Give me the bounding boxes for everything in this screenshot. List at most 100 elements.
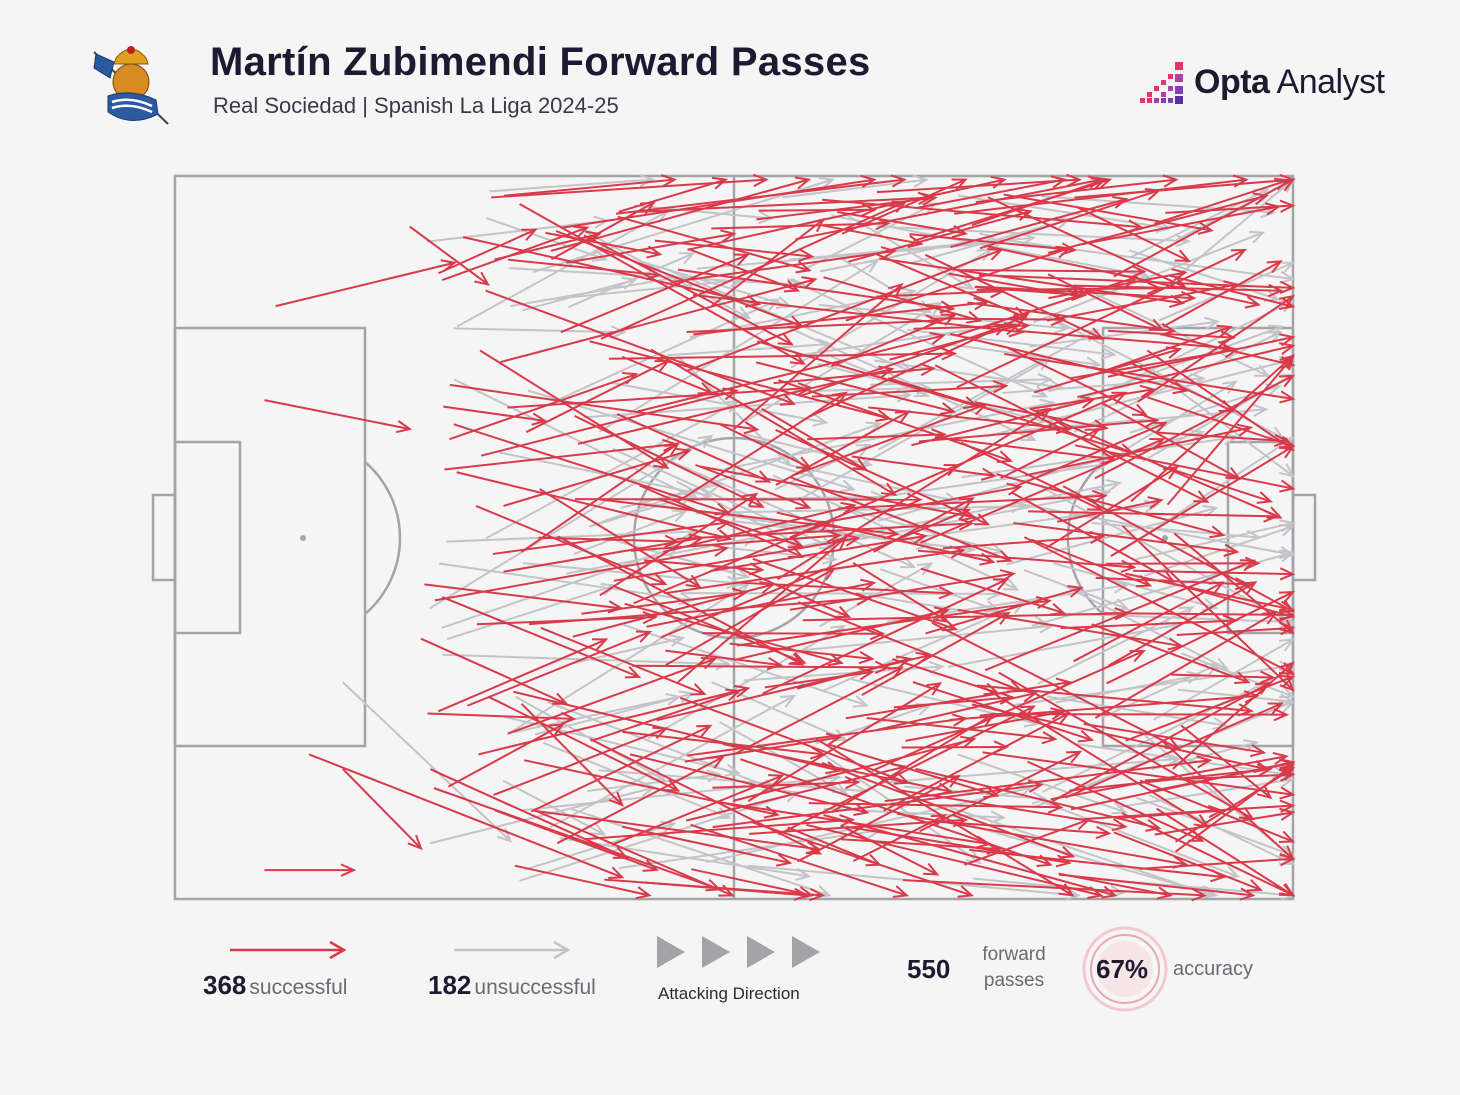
successful-pass-arrow xyxy=(733,282,904,430)
unsuccessful-pass-arrow xyxy=(1144,523,1296,577)
successful-pass-arrow xyxy=(438,228,538,275)
opta-analyst-logo: Opta Analyst xyxy=(1138,56,1385,108)
successful-pass-arrow xyxy=(467,630,653,707)
successful-pass-arrow xyxy=(1172,661,1295,770)
successful-pass-arrow xyxy=(911,395,1097,447)
successful-pass-arrow xyxy=(1165,199,1296,214)
successful-pass-arrow xyxy=(733,565,852,619)
successful-pass-arrow xyxy=(1173,532,1295,635)
successful-pass-arrow xyxy=(491,173,769,199)
left-penalty-area xyxy=(173,326,367,748)
successful-pass-arrow xyxy=(712,779,1044,829)
successful-pass-arrow xyxy=(508,258,662,281)
successful-pass-arrow xyxy=(1107,333,1296,378)
unsuccessful-pass-arrow xyxy=(598,259,880,433)
accuracy-ring xyxy=(1082,926,1168,1012)
successful-pass-arrow xyxy=(644,559,765,576)
successful-pass-arrow xyxy=(920,567,1066,616)
successful-pass-arrow xyxy=(665,649,784,671)
unsuccessful-label: unsuccessful xyxy=(474,976,596,999)
successful-pass-arrow xyxy=(967,301,1177,336)
successful-pass-arrow xyxy=(711,217,891,231)
unsuccessful-pass-arrow xyxy=(822,601,1027,692)
successful-pass-arrow xyxy=(561,174,877,229)
unsuccessful-pass-arrow xyxy=(1073,331,1283,433)
successful-pass-arrow xyxy=(1171,670,1276,684)
unsuccessful-pass-arrow xyxy=(509,267,807,291)
successful-pass-arrow xyxy=(677,268,956,314)
attacking-direction-label: Attacking Direction xyxy=(658,984,800,1003)
successful-pass-arrow xyxy=(924,253,1105,340)
successful-pass-arrow xyxy=(822,224,924,249)
successful-pass-arrow xyxy=(1023,536,1296,675)
successful-pass-arrow xyxy=(789,476,1013,563)
successful-pass-arrow xyxy=(1139,852,1296,870)
successful-pass-arrow xyxy=(953,174,1249,215)
successful-pass-arrow xyxy=(671,246,897,284)
successful-pass-arrow xyxy=(650,348,898,496)
successful-pass-arrow xyxy=(1158,464,1273,504)
successful-pass-arrow xyxy=(1180,724,1273,800)
successful-pass-arrow xyxy=(424,583,624,614)
successful-pass-arrow xyxy=(621,825,793,867)
successful-pass-arrow xyxy=(443,405,548,426)
unsuccessful-pass-arrow xyxy=(1130,188,1270,259)
successful-pass-arrow xyxy=(433,787,722,892)
successful-pass-arrow xyxy=(1106,590,1296,685)
successful-pass-arrow xyxy=(1070,758,1296,811)
left-six-yard-box xyxy=(173,440,242,635)
unsuccessful-pass-arrow xyxy=(782,174,929,199)
successful-pass-arrow xyxy=(656,651,932,722)
successful-pass-arrow xyxy=(679,696,911,785)
successful-pass-arrow xyxy=(1144,768,1296,782)
successful-pass-arrow xyxy=(1030,538,1153,588)
unsuccessful-pass-arrow xyxy=(446,582,618,641)
successful-pass-arrow xyxy=(848,208,1033,263)
successful-pass-arrow xyxy=(933,820,1112,840)
successful-pass-arrow xyxy=(590,688,742,742)
unsuccessful-pass-arrow xyxy=(587,769,723,792)
opta-bars-icon xyxy=(1140,62,1183,104)
successful-pass-arrow xyxy=(616,413,772,483)
successful-pass-arrow xyxy=(1121,812,1296,897)
successful-pass-arrow xyxy=(861,611,1011,696)
unsuccessful-pass-arrow xyxy=(957,753,1128,815)
unsuccessful-pass-arrow xyxy=(1032,230,1266,324)
successful-pass-arrow xyxy=(664,545,966,595)
left-goal xyxy=(151,493,177,582)
successful-pass-arrow xyxy=(1000,428,1101,479)
successful-pass-arrow xyxy=(479,349,670,469)
successful-pass-arrow xyxy=(758,203,878,217)
successful-pass-arrow xyxy=(449,383,760,435)
successful-pass-arrow xyxy=(756,340,980,409)
successful-pass-arrow xyxy=(837,211,968,239)
pass-map-pitch xyxy=(151,173,1317,902)
successful-pass-arrow xyxy=(308,753,625,879)
successful-pass-arrow xyxy=(823,814,1118,899)
successful-pass-arrow xyxy=(691,868,815,900)
successful-pass-arrow xyxy=(589,738,823,855)
successful-pass-arrow xyxy=(1121,525,1295,692)
successful-pass-arrow xyxy=(802,607,1131,622)
successful-legend: 368 successful xyxy=(203,970,347,1001)
successful-pass-arrow xyxy=(437,638,609,713)
unsuccessful-pass-arrow xyxy=(1153,638,1296,721)
unsuccessful-pass-arrow xyxy=(489,173,656,193)
successful-pass-arrow xyxy=(572,581,776,638)
successful-pass-arrow xyxy=(851,455,998,481)
unsuccessful-pass-arrow xyxy=(1175,178,1295,279)
successful-pass-arrow xyxy=(918,549,1137,574)
successful-pass-arrow xyxy=(480,387,739,457)
successful-pass-arrow xyxy=(1130,362,1235,413)
successful-pass-arrow xyxy=(905,707,1067,742)
unsuccessful-count: 182 xyxy=(428,970,472,1000)
unsuccessful-pass-arrow xyxy=(616,540,751,580)
successful-pass-arrow xyxy=(1047,192,1269,254)
successful-pass-arrow xyxy=(589,340,892,422)
successful-pass-arrow xyxy=(713,800,992,849)
successful-pass-arrow xyxy=(444,438,679,471)
successful-pass-arrow xyxy=(1113,831,1263,892)
unsuccessful-pass-arrow xyxy=(879,568,1001,613)
successful-pass-arrow xyxy=(828,743,1000,799)
unsuccessful-pass-arrow xyxy=(1117,774,1296,809)
